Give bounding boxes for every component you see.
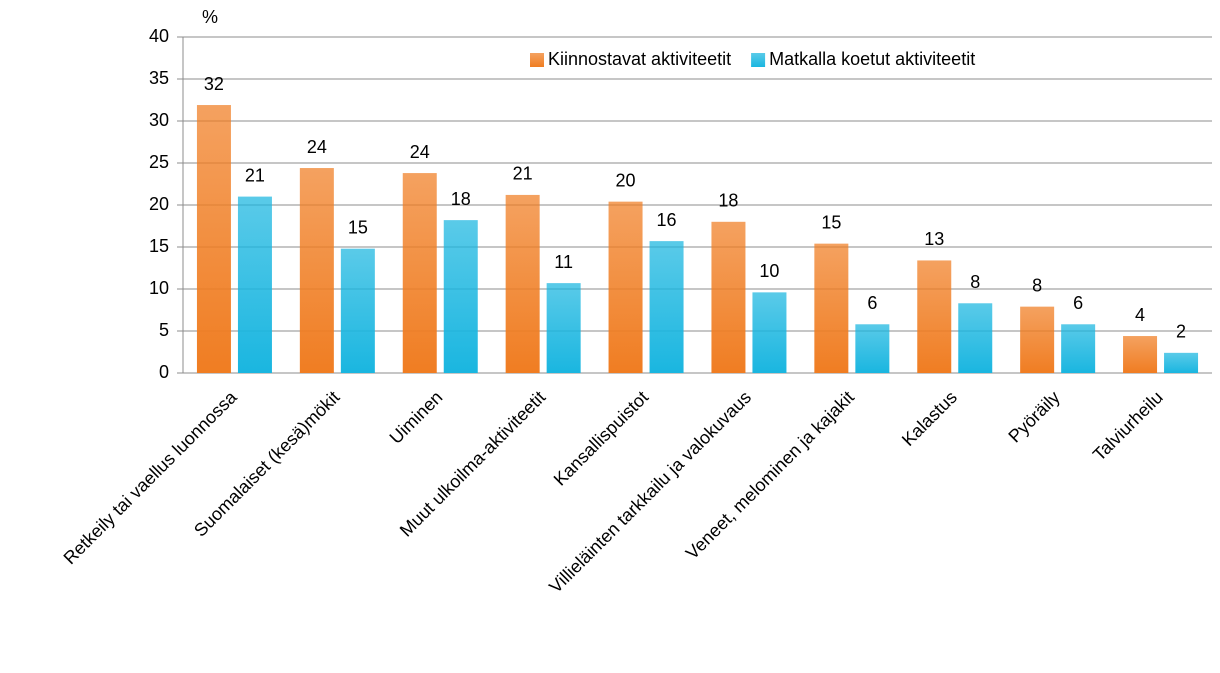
bar [855,324,890,373]
value-label: 13 [924,229,944,249]
bar [649,241,684,373]
x-tick-label: Retkeily tai vaellus luonnossa [60,386,242,568]
bar [196,105,231,373]
bar [1123,336,1158,373]
y-tick-label: 10 [149,278,169,298]
legend-label: Matkalla koetut aktiviteetit [769,49,975,69]
bar [752,292,787,373]
bar [340,248,375,373]
value-label: 32 [204,74,224,94]
y-tick-label: 0 [159,362,169,382]
value-label: 10 [759,261,779,281]
x-tick-label: Kalastus [898,387,961,450]
value-label: 15 [348,217,368,237]
bar [237,196,272,373]
bar [443,220,478,373]
legend-label: Kiinnostavat aktiviteetit [548,49,731,69]
value-label: 8 [1032,275,1042,295]
value-label: 2 [1176,322,1186,342]
value-label: 20 [616,170,636,190]
value-label: 21 [513,164,533,184]
x-tick-label: Veneet, melominen ja kajakit [682,387,858,563]
value-label: 8 [970,272,980,292]
y-tick-label: 30 [149,110,169,130]
value-label: 24 [410,142,430,162]
y-tick-label: 15 [149,236,169,256]
bar [917,260,952,373]
y-tick-label: 25 [149,152,169,172]
value-label: 4 [1135,305,1145,325]
bar [402,173,437,373]
value-label: 21 [245,165,265,185]
bar [1061,324,1096,373]
y-tick-label: 5 [159,320,169,340]
legend-swatch [751,53,766,67]
value-label: 6 [867,293,877,313]
value-label: 15 [821,212,841,232]
x-tick-label: Talviurheilu [1089,387,1167,465]
bar [1020,306,1055,373]
value-label: 6 [1073,293,1083,313]
value-label: 24 [307,137,327,157]
bar [546,283,581,373]
value-label: 11 [554,252,573,272]
y-tick-label: 20 [149,194,169,214]
y-axis-unit: % [202,7,218,27]
bar [1164,352,1199,373]
bar [608,201,643,373]
bar [958,303,993,373]
y-tick-label: 40 [149,26,169,46]
y-tick-label: 35 [149,68,169,88]
legend-swatch [530,53,544,67]
bar [814,243,849,373]
x-tick-label: Villieläinten tarkkailu ja valokuvaus [545,387,755,597]
x-tick-label: Pyöräily [1004,387,1063,446]
x-tick-label: Kansallispuistot [550,387,653,490]
value-label: 18 [718,191,738,211]
bar [505,194,540,373]
x-tick-label: Uiminen [386,387,447,448]
value-label: 18 [451,189,471,209]
value-label: 16 [657,210,677,230]
bar [299,168,334,373]
bar [711,221,746,373]
